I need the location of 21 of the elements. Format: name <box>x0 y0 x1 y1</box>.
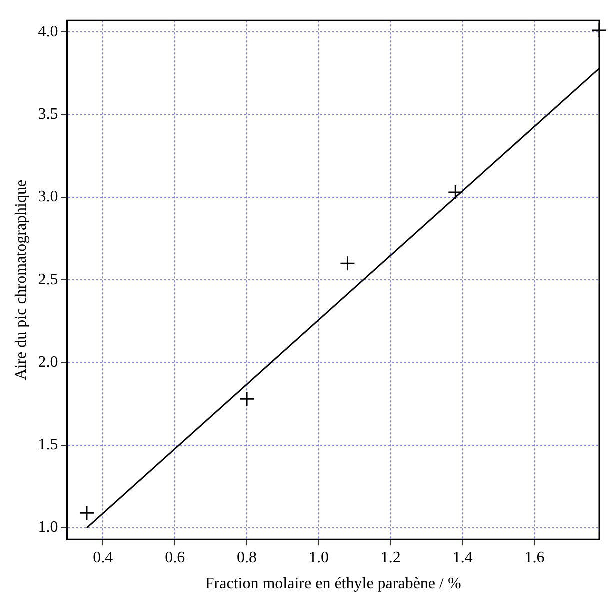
x-axis-title: Fraction molaire en éthyle parabène / % <box>205 576 462 593</box>
y-tick-label: 2.0 <box>38 354 58 371</box>
x-tick-label: 1.6 <box>524 549 545 566</box>
point <box>340 256 356 272</box>
x-tick-label: 0.8 <box>237 549 258 566</box>
y-tick-label: 4.0 <box>38 23 58 40</box>
x-tick-label: 1.4 <box>452 549 473 566</box>
y-tick-label: 1.5 <box>38 436 58 454</box>
point <box>448 184 464 200</box>
point <box>239 391 255 407</box>
y-tick-label: 1.0 <box>38 519 58 536</box>
y-tick-label: 3.0 <box>38 188 58 206</box>
x-tick-label: 1.0 <box>308 549 329 566</box>
y-tick-label: 3.5 <box>38 106 58 124</box>
point <box>592 22 608 38</box>
y-tick-label: 2.5 <box>38 271 58 288</box>
x-tick-label: 0.4 <box>93 549 114 566</box>
x-tick-label: 1.2 <box>380 549 401 566</box>
y-axis-title: Aire du pic chromatographique <box>12 180 30 380</box>
point <box>79 505 95 521</box>
x-tick-label: 0.6 <box>165 549 186 566</box>
